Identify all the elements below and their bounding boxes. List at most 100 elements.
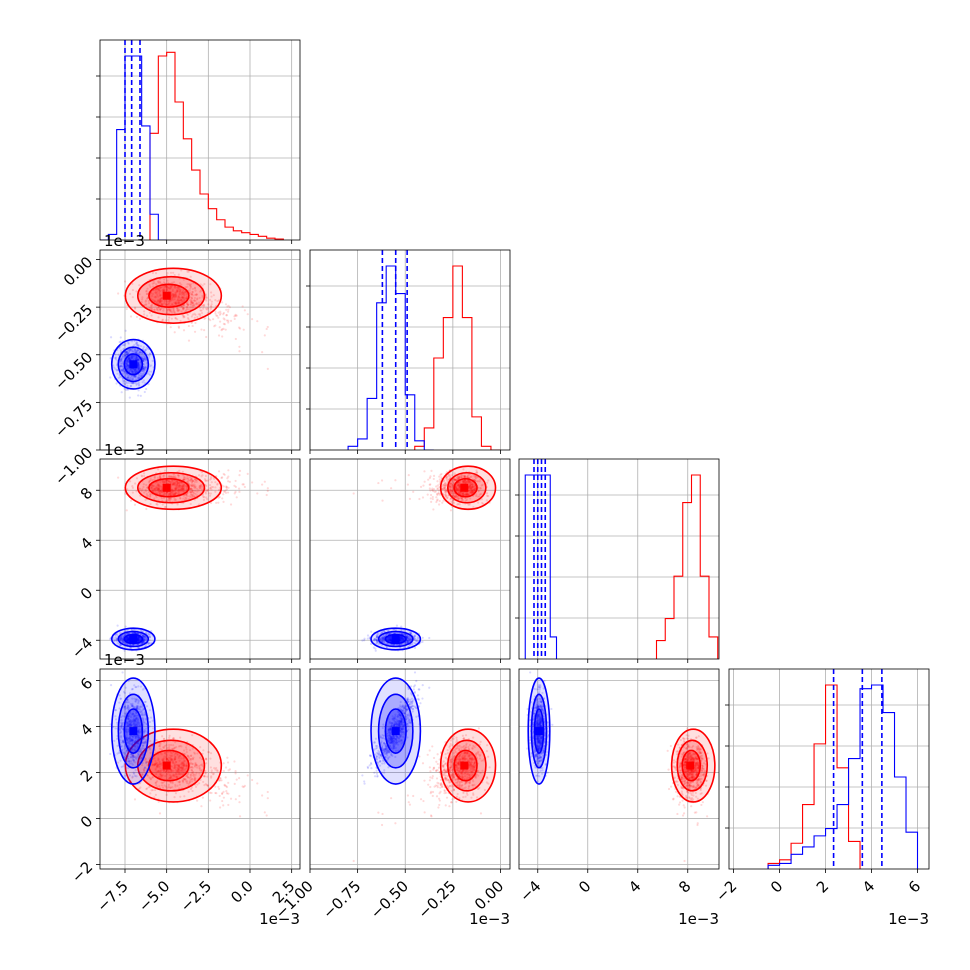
scatter-point (222, 317, 225, 320)
scatter-point (176, 289, 179, 292)
scatter-point (182, 307, 185, 310)
scatter-point (159, 490, 162, 493)
scatter-point (144, 300, 147, 303)
scatter-point (182, 497, 185, 500)
scatter-point (124, 362, 128, 366)
scatter-point (130, 628, 134, 631)
scatter-point (120, 639, 123, 642)
scatter-point (366, 634, 370, 637)
scatter-point (136, 343, 139, 347)
scatter-point (126, 359, 129, 362)
scatter-point (179, 497, 182, 500)
scatter-point (194, 313, 197, 316)
scatter-point (121, 355, 124, 358)
scatter-point (163, 278, 166, 281)
scatter-point (149, 477, 152, 480)
scatter-point (188, 495, 191, 498)
scatter-point (158, 290, 162, 293)
scatter-point (119, 357, 122, 360)
scatter-point (243, 784, 246, 787)
scatter-point (131, 377, 134, 380)
scatter-point (144, 299, 148, 302)
scatter-point (233, 492, 236, 495)
scatter-point (182, 299, 186, 302)
scatter-point (121, 343, 124, 347)
scatter-point (261, 794, 264, 797)
scatter-point (216, 483, 219, 486)
scatter-point (158, 287, 161, 290)
scatter-point (150, 479, 153, 482)
scatter-point (160, 297, 163, 300)
scatter-point (142, 372, 145, 375)
histogram-red-1 (414, 265, 501, 450)
scatter-point (164, 505, 168, 508)
scatter-point (171, 293, 174, 296)
scatter-point (127, 638, 130, 641)
scatter-point (146, 494, 150, 497)
scatter-point (130, 354, 134, 357)
scatter-point (198, 485, 202, 488)
scatter-point (153, 478, 156, 481)
scatter-point (198, 296, 201, 300)
scatter-point (119, 638, 123, 641)
scatter-point (192, 301, 195, 305)
scatter-point (143, 639, 147, 642)
scatter-point (137, 376, 140, 379)
scatter-point (153, 497, 156, 500)
scatter-point (144, 303, 147, 306)
scatter-point (121, 362, 124, 365)
scatter-point (191, 313, 194, 316)
scatter-point (128, 358, 132, 361)
scatter-point (132, 357, 135, 360)
scatter-point (132, 376, 135, 379)
scatter-point (149, 493, 152, 496)
scatter-point (127, 357, 131, 360)
scatter-point (137, 632, 140, 635)
scatter-point (199, 306, 202, 309)
scatter-point (115, 369, 119, 372)
scatter-point (137, 394, 140, 397)
scatter-point (136, 344, 139, 347)
scatter-point (183, 476, 186, 479)
scatter-point (234, 770, 237, 773)
scatter-point (130, 381, 133, 384)
scatter-point (210, 303, 213, 306)
scatter-point (179, 319, 182, 323)
scatter-point (188, 289, 191, 292)
scatter-point (126, 488, 129, 491)
scatter-point (205, 484, 208, 488)
scatter-point (140, 374, 143, 377)
scatter-point (191, 301, 194, 305)
scatter-point (155, 300, 158, 303)
scatter-point (195, 479, 198, 482)
scatter-point (168, 307, 171, 310)
scatter-point (172, 490, 175, 493)
scatter-point (426, 493, 429, 496)
scatter-point (183, 478, 186, 481)
scatter-point (152, 484, 155, 487)
scatter-point (122, 641, 125, 644)
scatter-point (225, 485, 228, 488)
scatter-point (164, 319, 167, 322)
scatter-point (198, 301, 201, 304)
scatter-point (137, 377, 141, 380)
scatter-point (203, 282, 206, 286)
scatter-point (185, 292, 188, 296)
scatter-point (158, 492, 162, 496)
scatter-point (173, 295, 176, 298)
scatter-point (189, 488, 192, 491)
scatter-point (154, 489, 157, 493)
scatter-point (126, 364, 129, 367)
scatter-point (160, 306, 163, 310)
scatter-point (119, 336, 122, 339)
gridlines-1-0 (100, 250, 300, 451)
scatter-point (155, 308, 159, 311)
scatter-point (421, 496, 425, 499)
scatter-point (214, 486, 217, 489)
scatter-point (147, 299, 150, 303)
scatter-point (144, 359, 148, 362)
scatter-point (174, 487, 177, 491)
scatter-point (141, 296, 144, 299)
scatter-point (175, 288, 179, 291)
